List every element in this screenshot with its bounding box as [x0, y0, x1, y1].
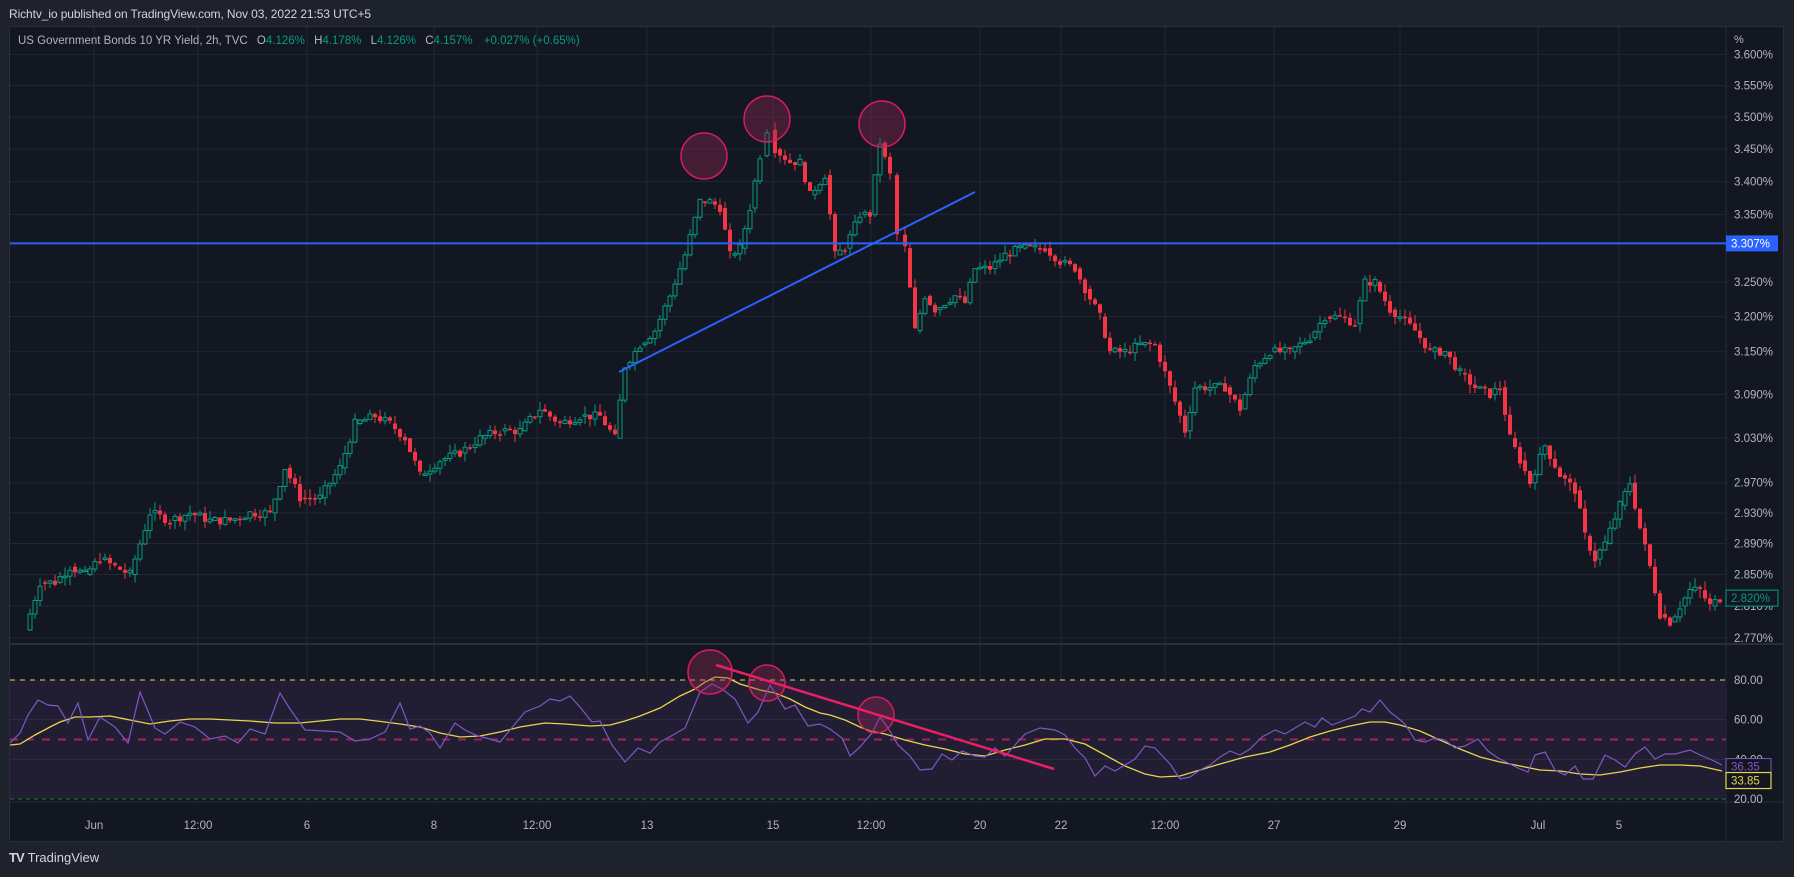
trendline[interactable] [618, 191, 976, 373]
price-tick: 3.200% [1734, 312, 1773, 324]
rsi-indicator [9, 649, 1723, 780]
peak-circle [680, 132, 728, 180]
time-tick: 29 [1394, 820, 1407, 832]
price-tick: 3.400% [1734, 177, 1773, 189]
level-price-badge [1726, 235, 1778, 252]
rsi-ma-line [9, 676, 1723, 778]
time-tick: 6 [304, 820, 310, 832]
tradingview-logo-icon: TV [9, 850, 25, 865]
peak-circle [858, 100, 906, 148]
rsi-peak-circle [748, 664, 786, 702]
support-trendline [618, 191, 976, 373]
price-tick: 3.150% [1734, 347, 1773, 359]
time-tick: 15 [767, 820, 780, 832]
price-tick: 3.500% [1734, 112, 1773, 124]
rsi-divergence-line [715, 663, 1055, 771]
price-tick: 3.250% [1734, 277, 1773, 289]
rsi-ma-badge [1725, 771, 1772, 790]
time-tick: 12:00 [184, 820, 213, 832]
price-tick: 2.930% [1734, 508, 1773, 520]
price-tick: 2.770% [1734, 633, 1773, 645]
price-tick: 3.030% [1734, 433, 1773, 445]
time-tick: 12:00 [523, 820, 552, 832]
rsi-line [9, 683, 1723, 780]
price-tick: 3.350% [1734, 210, 1773, 222]
publication-info: Richtv_io published on TradingView.com, … [9, 7, 371, 21]
price-tick: 2.890% [1734, 539, 1773, 551]
peak-circles[interactable] [680, 95, 906, 180]
price-tick: 2.850% [1734, 570, 1773, 582]
grid [10, 27, 1783, 842]
axes: % 3.600% 3.550% 3.500% 3.450% 3.400% 3.350% 3.2… [85, 34, 1779, 832]
rsi-tick: 60.00 [1734, 715, 1763, 727]
rsi-band [10, 679, 1726, 800]
time-tick: 12:00 [1151, 820, 1180, 832]
rsi-peak-circle [687, 649, 733, 695]
time-tick: 5 [1616, 820, 1622, 832]
peak-circle [743, 95, 791, 143]
rsi-value-label: 36.35 [1731, 762, 1760, 774]
time-tick: 22 [1055, 820, 1068, 832]
close-value: 4.157% [433, 35, 473, 47]
time-tick: 27 [1268, 820, 1281, 832]
time-tick: 13 [641, 820, 654, 832]
symbol-title: US Government Bonds 10 YR Yield, 2h, TVC [18, 35, 248, 47]
time-tick: 20 [974, 820, 987, 832]
symbol-legend[interactable]: US Government Bonds 10 YR Yield, 2h, TVC… [18, 35, 580, 47]
level-price-label: 3.307% [1731, 238, 1770, 250]
rsi-tick: 80.00 [1734, 675, 1763, 687]
low-value: 4.126% [377, 35, 417, 47]
time-tick: Jun [85, 820, 104, 832]
rsi-tick: 20.00 [1734, 794, 1763, 806]
high-value: 4.178% [322, 35, 362, 47]
tradingview-brand[interactable]: TV TradingView [9, 850, 99, 865]
last-price-badge [1725, 589, 1779, 607]
last-price-label: 2.820% [1731, 593, 1770, 605]
time-tick: 12:00 [857, 820, 886, 832]
time-tick: Jul [1531, 820, 1546, 832]
rsi-ma-label: 33.85 [1731, 776, 1760, 788]
open-value: 4.126% [265, 35, 305, 47]
price-tick: 3.550% [1734, 81, 1773, 93]
time-tick: 8 [431, 820, 437, 832]
candles [27, 122, 1722, 632]
price-tick: 3.450% [1734, 144, 1773, 156]
brand-name: TradingView [27, 850, 100, 865]
change-value: +0.027% (+0.65%) [483, 35, 580, 47]
price-tick: 3.090% [1734, 390, 1773, 402]
price-tick: 3.600% [1734, 49, 1773, 61]
price-unit-label: % [1734, 34, 1744, 46]
price-tick: 2.970% [1734, 478, 1773, 490]
